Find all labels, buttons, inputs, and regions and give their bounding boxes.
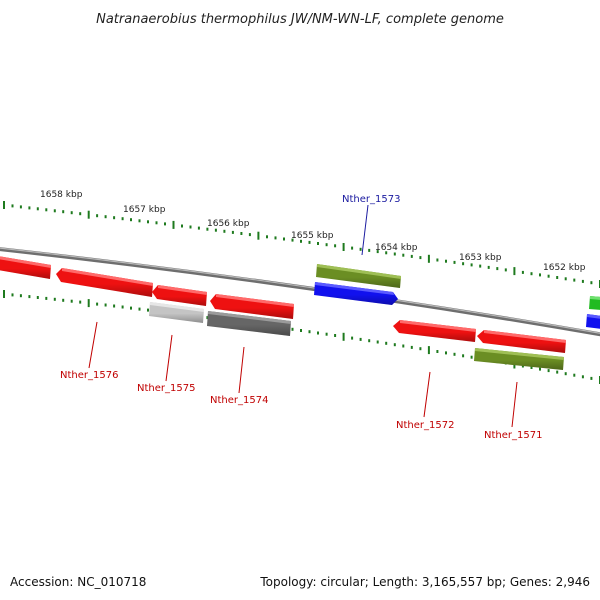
- label-nther-1572[interactable]: Nther_1572: [396, 420, 454, 431]
- kbp-label-1658: 1658 kbp: [40, 190, 83, 200]
- label-nther-1576[interactable]: Nther_1576: [60, 370, 118, 381]
- gene-nther-1572[interactable]: [393, 320, 476, 342]
- genome-backbone: [0, 247, 600, 337]
- kbp-label-1657: 1657 kbp: [123, 205, 166, 215]
- genome-summary-text: Topology: circular; Length: 3,165,557 bp…: [259, 575, 590, 589]
- gene-green-edge[interactable]: [589, 296, 600, 310]
- gene-red-1575-upper[interactable]: [152, 285, 207, 306]
- kbp-label-1653: 1653 kbp: [459, 253, 502, 263]
- label-nther-1574[interactable]: Nther_1574: [210, 395, 268, 406]
- gene-red-1574-upper[interactable]: [210, 294, 294, 319]
- gene-nther-1576[interactable]: [56, 268, 153, 297]
- kbp-label-1656: 1656 kbp: [207, 219, 250, 229]
- label-nther-1573[interactable]: Nther_1573: [342, 194, 400, 205]
- kbp-label-1654: 1654 kbp: [375, 243, 418, 253]
- leader-nther-1573: [361, 204, 369, 256]
- gene-nther-1574[interactable]: [207, 311, 291, 336]
- gene-nther-1571[interactable]: [474, 348, 564, 370]
- leader-nther-1572: [423, 371, 431, 418]
- label-nther-1571[interactable]: Nther_1571: [484, 430, 542, 441]
- gene-blue-forward[interactable]: [314, 282, 398, 305]
- leader-nther-1576: [88, 321, 98, 369]
- gene-nther-1575[interactable]: [149, 302, 204, 323]
- label-nther-1575[interactable]: Nther_1575: [137, 383, 195, 394]
- leader-nther-1574: [238, 346, 245, 394]
- leader-nther-1571: [511, 381, 518, 428]
- map-title: Natranaerobius thermophilus JW/NM-WN-LF,…: [96, 12, 504, 27]
- accession-text: Accession: NC_010718: [10, 575, 146, 589]
- gene-nther-1573[interactable]: [316, 264, 401, 288]
- outer-tick-ring: [3, 201, 600, 288]
- gene-red-left-edge[interactable]: [0, 256, 51, 279]
- gene-red-1571-upper[interactable]: [477, 330, 566, 353]
- kbp-label-1655: 1655 kbp: [291, 231, 334, 241]
- leader-nther-1575: [165, 334, 173, 382]
- kbp-label-1652: 1652 kbp: [543, 263, 586, 273]
- gene-blue-edge[interactable]: [586, 314, 600, 329]
